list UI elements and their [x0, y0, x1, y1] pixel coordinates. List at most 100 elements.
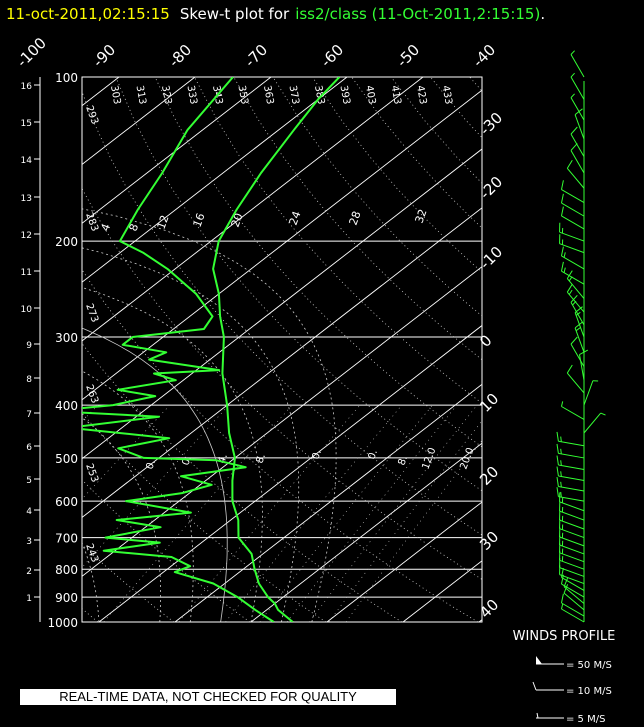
sounding-curves	[82, 77, 341, 622]
mixing-ratio-12	[225, 404, 403, 622]
dry-adiabat-label-423: 423	[414, 85, 428, 106]
dry-adiabat-363	[154, 77, 482, 448]
skew-t-labels: 1002003004005006007008009001000123456789…	[13, 34, 506, 630]
wind-barb-20	[556, 443, 585, 459]
title-datetime: 11-oct-2011,02:15:15	[6, 5, 170, 23]
dry-adiabat-373	[194, 77, 482, 404]
saturated-adiabat-label-5: 0.	[366, 448, 380, 461]
dry-adiabat-label-403: 403	[363, 85, 377, 106]
isotherm--50	[82, 77, 424, 342]
mixing-ratio-label-12: 12	[155, 213, 172, 231]
winds-profile: WINDS PROFILE = 50 M/S = 10 M/S = 5 M/S	[513, 50, 616, 725]
dry-adiabat-263	[0, 77, 22, 622]
pressure-label-1000: 1000	[47, 616, 78, 630]
mixing-ratio-0.4	[82, 404, 99, 422]
saturated-adiabat--10	[0, 405, 23, 622]
legend-label-10: = 10 M/S	[566, 686, 612, 697]
wind-barb-25	[566, 364, 585, 394]
dry-adiabat-label-333: 333	[185, 85, 199, 106]
height-label-7: 7	[26, 410, 32, 420]
title-station: iss2/class (11-Oct-2011,2:15:15)	[295, 5, 540, 23]
right-temp-label-10: 10	[476, 390, 502, 416]
top-temp-label--40: -40	[469, 41, 499, 71]
wind-barb-0	[560, 603, 585, 623]
height-label-10: 10	[21, 305, 33, 315]
saturated-adiabat-16	[0, 229, 644, 622]
temperature-curve	[212, 77, 341, 622]
right-temp-label--20: -20	[476, 173, 506, 203]
height-label-6: 6	[26, 443, 32, 453]
wind-barb-44	[570, 93, 585, 121]
saturated-adiabat-label-7: 12.0	[420, 446, 438, 471]
wind-barb-14	[559, 501, 585, 521]
wind-barb-23	[560, 401, 585, 420]
wind-barb-17	[556, 477, 585, 492]
height-label-1: 1	[26, 594, 32, 604]
wind-barb-35	[559, 234, 585, 254]
mixing-ratio-label-16: 16	[191, 211, 208, 229]
dry-adiabat-label-323: 323	[159, 85, 173, 106]
right-temp-label--10: -10	[476, 243, 506, 273]
wind-barb-37	[560, 206, 585, 230]
wind-barb-15	[559, 492, 585, 512]
height-label-2: 2	[26, 567, 32, 577]
wind-barb-21	[556, 431, 585, 447]
dry-adiabat-left-label-293: 293	[83, 104, 100, 126]
wind-barb-46	[570, 50, 585, 78]
wind-barb-22	[583, 412, 606, 434]
dry-adiabat-label-393: 393	[338, 85, 352, 106]
dry-adiabat-333	[82, 187, 482, 580]
right-temp-label-20: 20	[476, 463, 502, 489]
saturated-adiabat-label-6: 8.	[396, 454, 410, 467]
wind-barb-13	[559, 510, 585, 530]
isotherm--10	[82, 266, 482, 577]
dry-adiabat-label-363: 363	[261, 85, 275, 106]
wind-barb-33	[560, 261, 585, 285]
top-temp-label--60: -60	[317, 41, 347, 71]
wind-barb-27	[570, 336, 585, 367]
legend-barb-10	[532, 681, 564, 691]
height-label-12: 12	[21, 231, 32, 241]
mixing-ratio-label-24: 24	[287, 209, 304, 227]
saturated-adiabat-20	[82, 286, 263, 622]
wind-barb-1	[560, 593, 585, 617]
mixing-ratio-28	[328, 420, 482, 622]
wind-barb-41	[570, 143, 585, 174]
dry-adiabat-label-373: 373	[287, 85, 301, 106]
dry-adiabat-label-433: 433	[440, 85, 454, 106]
winds-profile-title: WINDS PROFILE	[513, 629, 616, 644]
height-label-4: 4	[26, 507, 32, 517]
wind-barb-39	[560, 180, 585, 204]
mixing-ratio-32	[345, 440, 482, 622]
dry-adiabat-label-303: 303	[108, 85, 122, 106]
saturated-adiabat-8	[82, 417, 161, 622]
right-temp-label-0: 0	[476, 331, 495, 350]
isotherm-30	[326, 501, 482, 622]
mixing-ratio-16	[259, 404, 433, 622]
saturated-adiabat-label-3: 8.	[254, 452, 268, 465]
title-suffix: .	[540, 5, 545, 23]
saturated-adiabat-label-4: 0.	[310, 448, 324, 461]
dry-adiabat-343	[82, 90, 482, 536]
wind-barb-16	[556, 487, 585, 502]
right-temp-label-30: 30	[476, 528, 502, 554]
wind-barb-12	[559, 519, 585, 539]
title-prefix: Skew-t plot for	[180, 5, 290, 23]
dry-adiabat-label-353: 353	[236, 85, 250, 106]
height-label-5: 5	[26, 476, 32, 486]
dry-adiabat-393	[272, 77, 482, 317]
saturated-adiabat-24	[82, 247, 300, 622]
height-label-16: 16	[21, 82, 33, 92]
height-label-13: 13	[21, 194, 32, 204]
height-label-8: 8	[26, 375, 32, 385]
mixing-ratio-label-4: 4	[99, 222, 114, 233]
dry-adiabat-423	[390, 77, 482, 184]
dewpoint-curve	[82, 77, 275, 622]
mixing-ratio-label-8: 8	[127, 222, 142, 233]
isotherm-20	[250, 442, 482, 622]
legend-barb-50	[536, 656, 564, 665]
mixing-ratio-2	[82, 404, 230, 568]
pressure-label-900: 900	[55, 591, 78, 605]
wind-barb-28	[574, 321, 585, 353]
